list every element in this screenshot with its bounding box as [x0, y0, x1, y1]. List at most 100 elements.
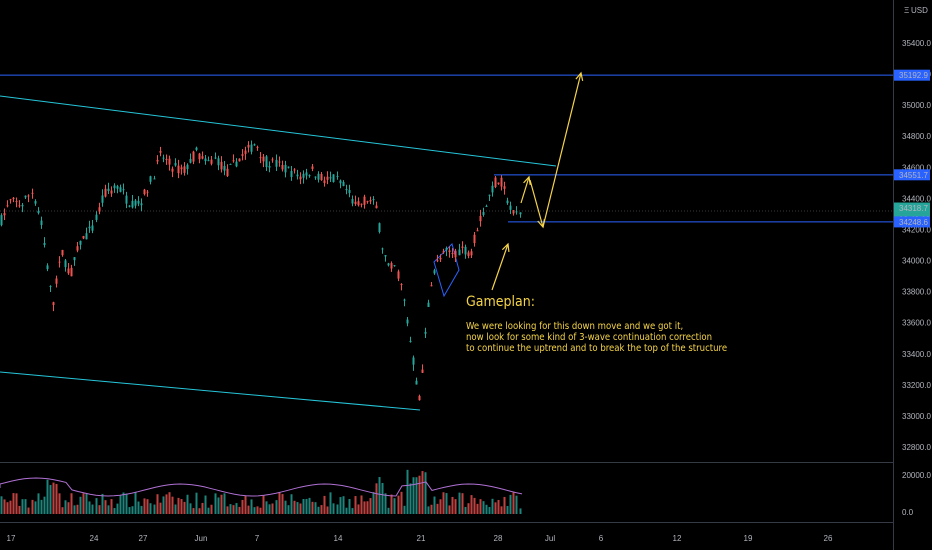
candle-body-92 [281, 165, 284, 170]
volume-bar-56 [171, 496, 174, 514]
candle-body-151 [461, 246, 464, 248]
price-axis[interactable]: 32800.0 33000.0 33200.0 33400.0 33600.0 33800… [894, 6, 931, 517]
volume-bar-26 [79, 496, 82, 514]
volume-bar-1 [3, 499, 6, 514]
candle-body-58 [177, 165, 180, 174]
volume-bar-55 [168, 492, 171, 514]
volume-bar-81 [247, 505, 250, 514]
candle-body-131 [400, 284, 403, 286]
volume-bar-104 [317, 506, 320, 514]
candle-body-48 [146, 191, 149, 193]
candle-body-2 [6, 205, 9, 207]
volume-bar-148 [451, 496, 454, 514]
candle-body-152 [464, 246, 467, 255]
volume-bar-99 [302, 498, 305, 514]
candle-body-112 [342, 182, 345, 187]
volume-bar-129 [393, 498, 396, 514]
candle-body-111 [339, 180, 342, 184]
candle-body-122 [372, 199, 375, 201]
candle-body-46 [140, 203, 143, 206]
volume-bar-41 [125, 493, 128, 514]
candle-body-119 [363, 196, 366, 205]
volume-bar-69 [210, 504, 213, 514]
candle-body-89 [271, 159, 274, 161]
candle-body-72 [220, 161, 223, 170]
candles [0, 140, 522, 401]
candle-body-80 [244, 150, 247, 154]
volume-bar-20 [61, 507, 64, 514]
candle-body-108 [329, 177, 332, 179]
candle-body-158 [482, 212, 485, 215]
candle-body-169 [515, 211, 518, 213]
volume-bar-146 [445, 493, 448, 514]
candle-body-32 [98, 207, 101, 212]
candle-body-73 [223, 165, 226, 171]
candle-body-123 [375, 205, 378, 209]
volume-bar-137 [418, 475, 421, 514]
candle-body-114 [348, 189, 351, 193]
volume-bar-118 [360, 495, 363, 514]
volume-bar-108 [329, 492, 332, 514]
volume-bar-157 [479, 499, 482, 514]
candle-body-150 [458, 249, 461, 256]
volume-bar-138 [421, 471, 424, 514]
y-tick-label-8: 34400.0 [902, 194, 931, 203]
volume-bar-90 [275, 500, 278, 514]
volume-bar-13 [40, 499, 43, 514]
volume-bar-156 [476, 503, 479, 514]
candle-body-113 [345, 188, 348, 191]
candle-body-14 [43, 242, 46, 245]
candle-body-30 [91, 225, 94, 231]
time-axis[interactable]: 17 24 27 Jun 7 14 21 28 Jul 6 12 19 26 [7, 534, 833, 543]
candle-body-1 [3, 213, 6, 216]
volume-bar-0 [0, 496, 3, 514]
volume-bar-86 [262, 495, 265, 514]
price-tag-bg-1 [894, 169, 930, 181]
candle-body-45 [137, 200, 140, 204]
candle-body-26 [79, 240, 82, 245]
volume-bar-50 [153, 504, 156, 514]
volume-bar-135 [412, 477, 415, 514]
main-pane-bg [0, 0, 893, 462]
volume-bar-124 [378, 477, 381, 514]
candle-body-54 [165, 158, 168, 160]
candle-body-11 [34, 201, 37, 204]
volume-bar-80 [244, 495, 247, 514]
horizontal-levels [0, 74, 893, 223]
candle-body-142 [433, 270, 436, 274]
y-tick-label-13: 35400.0 [902, 39, 931, 48]
x-tick-label-0: 17 [7, 534, 16, 543]
candle-body-49 [149, 176, 152, 182]
price-tag-4: 34248.6 [899, 218, 928, 227]
candle-body-120 [366, 201, 369, 203]
volume-bar-149 [454, 499, 457, 514]
candle-body-93 [284, 164, 287, 173]
candle-body-41 [125, 195, 128, 204]
candle-body-90 [275, 159, 278, 167]
candle-body-23 [70, 267, 73, 277]
volume-bar-17 [52, 482, 55, 514]
candle-body-35 [107, 188, 110, 192]
candle-body-104 [317, 173, 320, 180]
price-tag-2: 34318.7 [899, 204, 928, 213]
volume-bar-151 [461, 493, 464, 514]
volume-bar-168 [512, 492, 515, 514]
volume-ma-line [0, 477, 523, 497]
volume-bar-14 [43, 496, 46, 514]
candle-body-87 [265, 156, 268, 168]
volume-bar-64 [195, 492, 198, 514]
volume-bar-134 [409, 483, 412, 514]
volume-bar-47 [143, 498, 146, 514]
volume-bar-46 [140, 505, 143, 514]
volume-bar-94 [287, 505, 290, 514]
candle-body-133 [406, 319, 409, 324]
volume-bar-9 [27, 507, 30, 514]
candle-body-52 [159, 150, 162, 153]
y-tick-label-7: 34200.0 [902, 225, 931, 234]
candle-body-43 [131, 200, 134, 208]
candle-body-62 [189, 158, 192, 163]
volume-bar-155 [473, 497, 476, 514]
volume-bar-15 [46, 479, 49, 514]
volume-bar-63 [192, 508, 195, 514]
